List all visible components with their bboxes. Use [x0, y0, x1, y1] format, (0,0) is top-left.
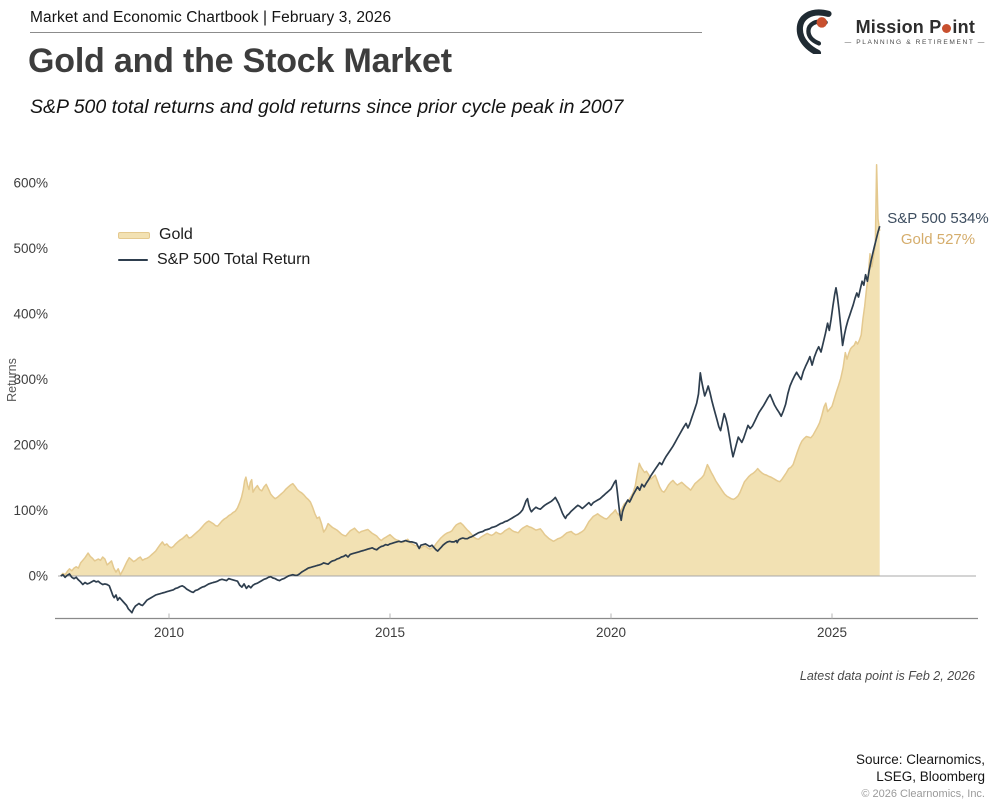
- brand-o-dot-icon: [942, 23, 952, 33]
- copyright-text: © 2026 Clearnomics, Inc.: [861, 788, 985, 800]
- chartbook-title: Market and Economic Chartbook | February…: [30, 9, 392, 26]
- legend-label-gold: Gold: [159, 226, 193, 243]
- sp500-swatch-icon: [118, 259, 148, 261]
- y-tick-label: 500%: [13, 241, 48, 256]
- x-tick-label: 2020: [596, 625, 626, 640]
- legend-label-sp500: S&P 500 Total Return: [157, 251, 311, 268]
- legend-item-sp500: S&P 500 Total Return: [118, 251, 310, 269]
- y-tick-label: 600%: [13, 176, 48, 191]
- brand-part2: int: [952, 16, 976, 37]
- page-title: Gold and the Stock Market: [28, 42, 452, 80]
- x-tick-label: 2015: [375, 625, 405, 640]
- page-subtitle: S&P 500 total returns and gold returns s…: [30, 96, 624, 118]
- mission-point-shield-icon: [796, 9, 832, 54]
- brand-part1: Mission P: [855, 16, 942, 37]
- brand-name: Mission P int: [856, 17, 975, 37]
- y-tick-label: 0%: [28, 569, 48, 584]
- chart-legend: Gold S&P 500 Total Return: [118, 226, 310, 269]
- sp500-end-value-label: S&P 500 534%: [887, 210, 989, 227]
- header-rule: [30, 32, 702, 33]
- gold-end-value-label: Gold 527%: [900, 231, 976, 248]
- gold-line: [60, 163, 881, 577]
- end-value-labels: S&P 500 534% Gold 527%: [884, 208, 992, 250]
- y-tick-label: 400%: [13, 307, 48, 322]
- source-line-1: Source: Clearnomics,: [855, 752, 985, 767]
- y-tick-label: 200%: [13, 438, 48, 453]
- logo-tagline: — PLANNING & RETIREMENT —: [844, 38, 986, 46]
- x-tick-label: 2010: [154, 625, 184, 640]
- logo-red-dot-icon: [816, 17, 827, 28]
- latest-data-note: Latest data point is Feb 2, 2026: [799, 669, 975, 683]
- sp500-line: [60, 225, 881, 614]
- x-tick-label: 2025: [817, 625, 847, 640]
- mission-point-logo: Mission P int — PLANNING & RETIREMENT —: [796, 8, 986, 54]
- logo-text: Mission P int — PLANNING & RETIREMENT —: [845, 17, 986, 46]
- y-tick-label: 300%: [13, 372, 48, 387]
- y-tick-label: 100%: [13, 503, 48, 518]
- y-axis-title: Returns: [5, 358, 19, 402]
- gold-swatch-icon: [118, 231, 150, 239]
- footer: Source: Clearnomics, LSEG, Bloomberg © 2…: [856, 751, 985, 800]
- gold-area: [60, 164, 880, 576]
- source-line-2: LSEG, Bloomberg: [876, 769, 985, 784]
- legend-item-gold: Gold: [118, 226, 310, 244]
